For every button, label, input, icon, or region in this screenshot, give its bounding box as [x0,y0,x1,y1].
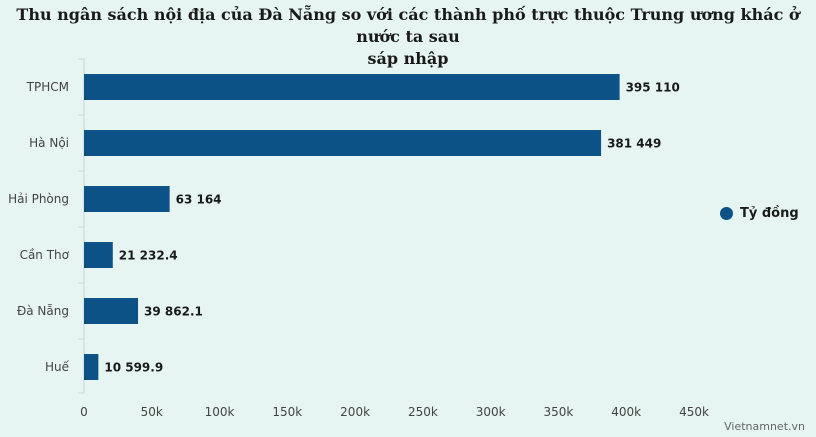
y-tick-label: Đà Nẵng [17,304,69,318]
y-tick-label: TPHCM [26,80,69,94]
x-tick-label: 0 [80,405,88,419]
data-label: 39 862.1 [144,305,203,319]
y-tick-label: Cần Thơ [20,248,70,262]
y-tick-label: Huế [45,360,70,374]
y-tick-label: Hà Nội [29,136,69,150]
data-label: 10 599.9 [104,361,163,375]
bar [84,130,602,156]
bar [84,298,139,324]
data-label: 21 232.4 [119,249,178,263]
x-tick-label: 50k [141,405,163,419]
data-label: 381 449 [607,137,661,151]
x-tick-label: 450k [679,405,709,419]
x-tick-label: 150k [272,405,302,419]
legend-label: Tỷ đồng [740,206,799,221]
legend-swatch [720,207,733,220]
x-tick-label: 300k [476,405,506,419]
y-tick-label: Hải Phòng [8,192,69,206]
bar [84,186,170,212]
x-tick-label: 350k [544,405,574,419]
chart-title: Thu ngân sách nội địa của Đà Nẵng so với… [16,5,800,68]
x-tick-label: 250k [408,405,438,419]
bar [84,74,620,100]
legend[interactable]: Tỷ đồng [720,206,799,221]
x-tick-label: 400k [611,405,641,419]
x-tick-label: 200k [340,405,370,419]
data-label: 63 164 [176,193,222,207]
source-credit: Vietnamnet.vn [724,420,805,433]
bar [84,354,99,380]
x-tick-label: 100k [205,405,235,419]
bar [84,242,113,268]
data-label: 395 110 [626,81,680,95]
